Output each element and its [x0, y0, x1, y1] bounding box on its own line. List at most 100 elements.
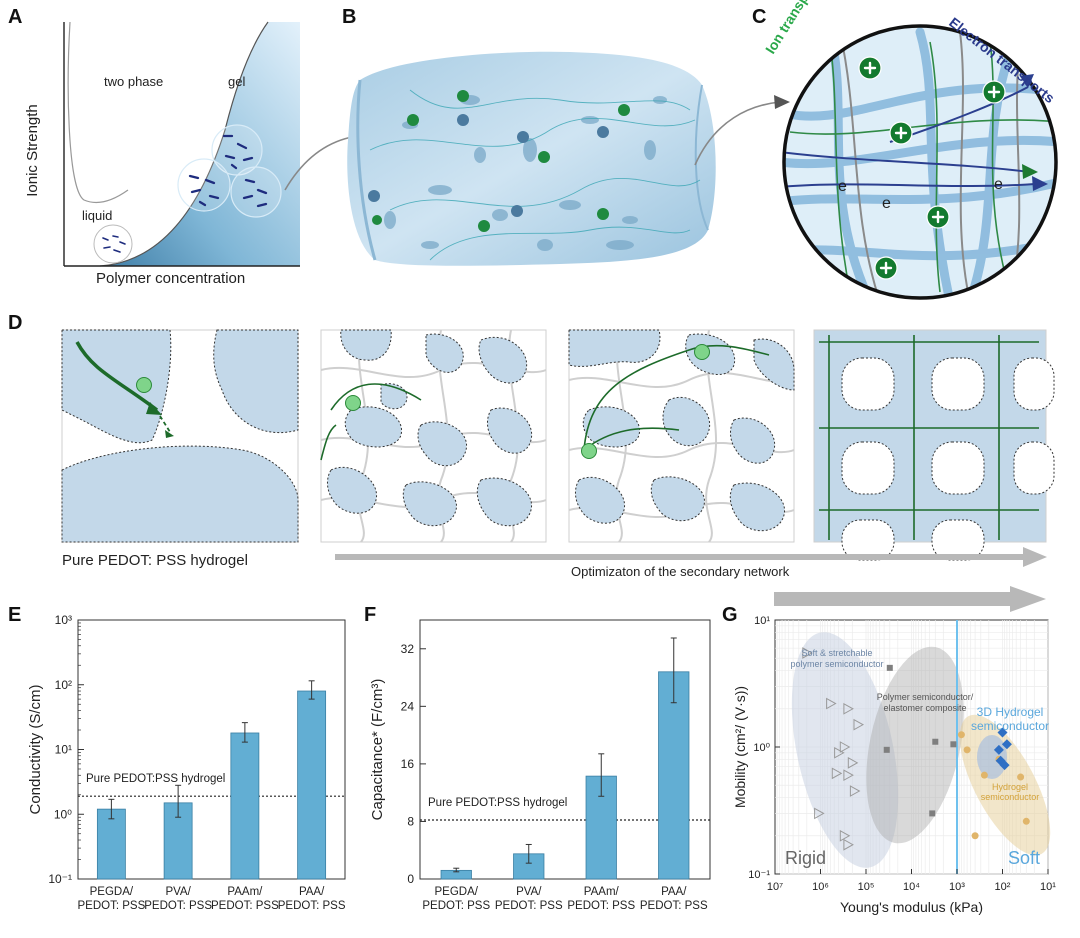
data-point: [1017, 773, 1025, 781]
y-tick-label: 10¹: [754, 615, 770, 627]
data-point: [834, 746, 845, 759]
y-tick-label: 8: [407, 814, 414, 828]
data-point: [839, 829, 851, 842]
y-tick-label: 10⁰: [54, 807, 72, 821]
y-axis-label: Mobility (cm²/ (V·s)): [732, 686, 748, 808]
a-xlabel: Polymer concentration: [96, 270, 246, 287]
data-point: [839, 741, 851, 753]
region-soft-polymer: [791, 632, 899, 868]
panel-label-a: A: [8, 6, 23, 28]
data-point: [999, 760, 1010, 771]
region-composite: [866, 646, 964, 844]
data-point: [980, 771, 988, 779]
category-label: PEDOT: PSS: [144, 900, 212, 912]
category-label: PAAm/: [227, 886, 263, 898]
series-label: elastomer composite: [883, 703, 966, 713]
x-axis-label: Young's modulus (kPa): [840, 899, 983, 915]
x-tick-label: 10³: [949, 881, 965, 893]
y-tick-label: 10⁰: [753, 742, 770, 754]
category-label: PEDOT: PSS: [640, 900, 708, 912]
bar: [230, 732, 260, 880]
pure-pedot-caption: Pure PEDOT: PSS hydrogel: [62, 552, 248, 569]
liquid-label: liquid: [82, 208, 113, 223]
category-label: PEDOT: PSS: [495, 900, 563, 912]
series-label: Polymer semiconductor/: [877, 692, 974, 702]
electron-e-2: e: [882, 195, 891, 212]
bar: [163, 802, 193, 880]
category-label: PAA/: [299, 886, 325, 898]
y-axis-label: Capacitance* (F/cm³): [369, 679, 386, 821]
optimization-caption: Optimizaton of the secondary network: [571, 564, 790, 579]
data-point: [886, 664, 893, 671]
data-point: [849, 785, 861, 797]
hydrogel-block: [347, 51, 716, 266]
data-point: [957, 731, 965, 739]
data-point: [802, 647, 813, 659]
data-point: [843, 838, 854, 851]
data-point: [997, 727, 1008, 738]
data-point: [971, 832, 979, 840]
series-label: 3D Hydrogel: [977, 705, 1044, 719]
x-tick-label: 10⁴: [903, 881, 920, 893]
panel-label-c: C: [752, 6, 767, 28]
two-phase-label: two phase: [104, 74, 164, 89]
liquid-cluster: [93, 224, 133, 264]
network-panel-4: [813, 329, 1055, 561]
conductivity-chart: 10⁻¹ 10⁰ 10¹ 10² 10³ Pure PEDOT:PSS hydrogel P…: [27, 613, 346, 912]
data-point: [814, 807, 825, 820]
top-g-arrow: [774, 586, 1046, 612]
y-axis-label: Conductivity (S/cm): [27, 684, 44, 814]
data-point: [1001, 739, 1012, 750]
capacitance-chart: 0 8 16 24 32 Pure PEDOT:PSS hydrogel PEGDA/PED…: [369, 619, 711, 912]
panel-label-b: B: [342, 6, 357, 28]
rigid-label: Rigid: [785, 848, 826, 868]
y-tick-label: 32: [401, 642, 415, 656]
series-label: semiconductor: [981, 792, 1040, 802]
electron-e-1: e: [838, 178, 847, 195]
reference-line-label: Pure PEDOT:PSS hydrogel: [428, 797, 567, 809]
panel-label-d: D: [8, 312, 23, 334]
bar: [658, 671, 690, 880]
network-panel-3: [568, 329, 795, 543]
y-tick-label: 16: [401, 757, 415, 771]
y-tick-label: 10³: [55, 613, 72, 627]
x-tick-label: 10⁵: [858, 881, 875, 893]
optimization-arrow: [335, 547, 1047, 567]
bar: [96, 808, 126, 880]
transport-zoom-circle: [782, 24, 1058, 300]
bar: [297, 690, 327, 880]
category-label: PEDOT: PSS: [567, 900, 635, 912]
data-point: [843, 769, 854, 782]
a-ylabel: Ionic Strength: [23, 104, 41, 197]
y-tick-label: 10⁻¹: [748, 869, 770, 881]
data-point: [963, 746, 971, 754]
x-tick-label: 10²: [995, 881, 1011, 893]
data-point: [950, 741, 957, 748]
reference-line-label: Pure PEDOT:PSS hydrogel: [86, 773, 225, 785]
electron-e-3: e: [994, 176, 1003, 193]
category-label: PEDOT: PSS: [422, 900, 490, 912]
series-label: semiconductor: [971, 719, 1049, 733]
region-3d-hydrogel: [977, 735, 1007, 779]
category-label: PEDOT: PSS: [211, 900, 279, 912]
gel-chains: [188, 134, 268, 208]
ion-markers: [368, 90, 630, 232]
phase-diagram: [63, 21, 300, 267]
data-point: [826, 697, 837, 710]
data-point: [843, 702, 854, 715]
category-label: PEDOT: PSS: [78, 900, 146, 912]
series-label: Soft & stretchable: [801, 648, 872, 658]
x-tick-label: 10⁷: [767, 881, 783, 893]
y-tick-label: 10²: [55, 678, 72, 692]
soft-label: Soft: [1008, 848, 1040, 868]
y-tick-label: 10⁻¹: [48, 872, 72, 886]
gel-label: gel: [228, 74, 246, 89]
data-point: [929, 810, 936, 817]
data-point: [853, 718, 865, 731]
plot-frame: [419, 619, 711, 880]
connector-arrow-bc: [694, 95, 790, 166]
category-label: PEDOT: PSS: [278, 900, 346, 912]
category-label: PAA/: [661, 886, 687, 898]
data-point: [831, 767, 843, 780]
